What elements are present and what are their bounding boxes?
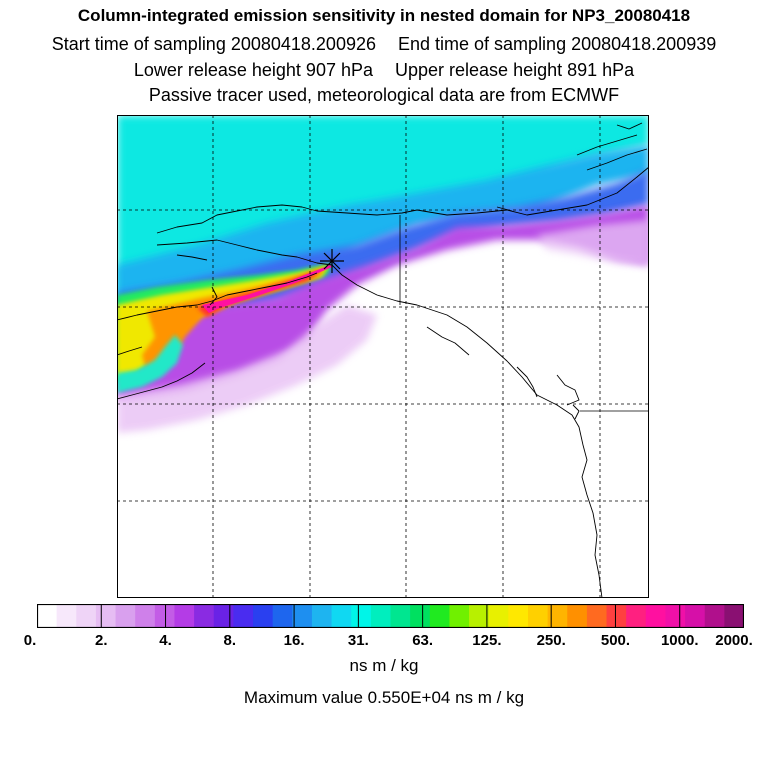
colorbar-tick-label: 2000.	[715, 632, 753, 649]
colorbar-swatch	[174, 604, 195, 628]
colorbar-swatch	[685, 604, 706, 628]
colorbar-swatch	[370, 604, 392, 628]
colorbar-swatch	[233, 604, 254, 628]
colorbar-swatch	[586, 604, 608, 628]
maximum-value: Maximum value 0.550E+04 ns m / kg	[243, 688, 525, 707]
colorbar-swatch	[213, 604, 234, 628]
colorbar-tick-label: 125.	[472, 632, 502, 649]
field-plume-cyan-hook	[117, 335, 183, 393]
colorbar-swatch	[37, 604, 58, 628]
colorbar-swatch	[410, 604, 431, 628]
lower-release-height: Lower release height 907 hPa	[133, 60, 373, 80]
colorbar-tick-label: 1000.	[660, 632, 699, 649]
colorbar-swatch	[527, 604, 549, 628]
upper-release-height: Upper release height 891 hPa	[395, 60, 635, 80]
colorbar-tick-label: 8.	[223, 632, 237, 649]
plot-title: Column-integrated emission sensitivity i…	[77, 6, 691, 25]
colorbar-border	[36, 603, 745, 629]
colorbar-swatch	[449, 604, 470, 628]
colorbar-swatch	[76, 604, 97, 628]
field-purple	[117, 205, 649, 400]
colorbar-swatch	[567, 604, 588, 628]
colorbar-swatch	[547, 604, 568, 628]
sampling-times: Start time of sampling 20080418.200926 En…	[0, 34, 768, 55]
colorbar-swatch	[724, 604, 745, 628]
borders	[399, 215, 649, 412]
colorbar-tick-label: 0.	[23, 632, 37, 649]
colorbar-swatch	[135, 604, 156, 628]
colorbar-swatch	[331, 604, 352, 628]
colorbar-tick-label: 31.	[347, 632, 369, 649]
colorbar-swatch	[606, 604, 627, 628]
colorbar-swatch	[95, 604, 117, 628]
sensitivity-map	[117, 115, 649, 598]
map-gridlines	[117, 115, 649, 598]
colorbar-swatch	[351, 604, 372, 628]
colorbar-swatch	[508, 604, 529, 628]
colorbar-swatch	[253, 604, 274, 628]
colorbar-swatch	[665, 604, 686, 628]
release-location-asterisk	[320, 249, 344, 273]
colorbar-swatch	[645, 604, 667, 628]
start-time: Start time of sampling 20080418.200926	[51, 34, 376, 54]
field-plume-green	[117, 263, 332, 383]
colorbar-swatch	[194, 604, 215, 628]
colorbar-tick-label: 63.	[412, 632, 434, 649]
tracer-note: Passive tracer used, meteorological data…	[148, 85, 620, 105]
colorbar-tick-label: 4.	[159, 632, 172, 649]
colorbar-swatch	[154, 604, 176, 628]
colorbar-swatch	[390, 604, 411, 628]
colorbar-swatch	[272, 604, 293, 628]
release-heights: Lower release height 907 hPa Upper releas…	[0, 60, 768, 81]
coastlines	[117, 122, 649, 598]
map-border	[117, 115, 649, 598]
field-pale-magenta	[117, 305, 377, 433]
colorbar-swatch	[469, 604, 490, 628]
colorbar-tick-label: 500.	[600, 632, 631, 649]
colorbar-swatch	[311, 604, 333, 628]
colorbar-swatch	[115, 604, 136, 628]
colorbar-unit: ns m / kg	[349, 656, 419, 675]
colorbar-swatch	[56, 604, 77, 628]
colorbar-swatch	[292, 604, 313, 628]
colorbar-swatch	[626, 604, 647, 628]
colorbar	[36, 603, 745, 629]
colorbar-tick-label: 16.	[283, 632, 305, 649]
colorbar-swatch	[429, 604, 451, 628]
colorbar-tick-label: 2.	[95, 632, 108, 649]
colorbar-swatch	[488, 604, 509, 628]
colorbar-swatch	[704, 604, 725, 628]
colorbar-tick-label: 250.	[536, 632, 566, 649]
end-time: End time of sampling 20080418.200939	[398, 34, 717, 54]
field-plume-magenta	[202, 265, 332, 313]
field-pale-haze-east	[537, 220, 649, 265]
